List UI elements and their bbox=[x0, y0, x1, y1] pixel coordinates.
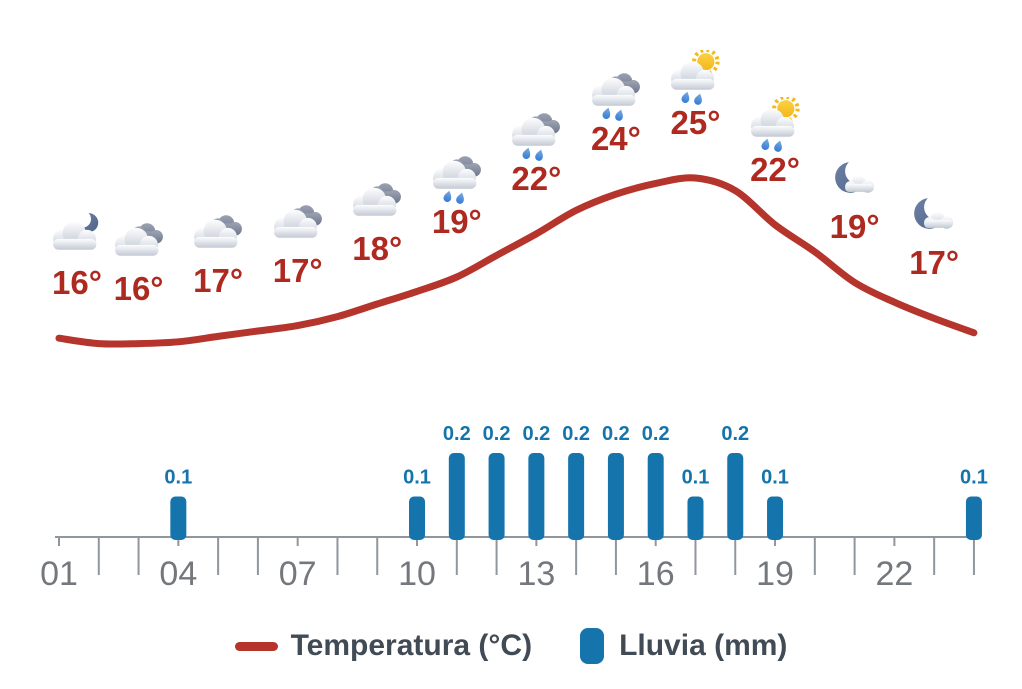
forecast-point-hour-23: 17° bbox=[889, 190, 979, 280]
forecast-point-hour-19: 22° bbox=[730, 97, 820, 187]
rain-value-label: 0.2 bbox=[642, 423, 670, 445]
axis-label-07: 07 bbox=[279, 555, 317, 593]
temperature-label: 17° bbox=[193, 262, 244, 300]
forecast-point-hour-21: 19° bbox=[810, 154, 900, 244]
axis-label-22: 22 bbox=[875, 555, 913, 593]
temperature-label: 16° bbox=[52, 264, 102, 302]
forecast-point-hour-17: 25° bbox=[650, 50, 740, 140]
rain-value-label: 0.1 bbox=[761, 467, 789, 489]
rain-value-label: 0.2 bbox=[602, 423, 630, 445]
rain-bar-hour-19 bbox=[767, 496, 784, 540]
rain-bar-hour-13 bbox=[528, 453, 545, 540]
rain-value-label: 0.1 bbox=[682, 467, 710, 489]
clouds-icon bbox=[348, 176, 406, 232]
forecast-point-hour-3: 16° bbox=[94, 216, 184, 306]
rain-value-label: 0.2 bbox=[522, 423, 550, 445]
temperature-label: 25° bbox=[670, 104, 721, 141]
rain-legend-label: Lluvia (mm) bbox=[619, 629, 788, 662]
forecast-point-hour-9: 18° bbox=[332, 176, 422, 266]
temperature-label: 18° bbox=[352, 230, 403, 267]
rain-value-label: 0.2 bbox=[443, 423, 471, 445]
cloud-rain-icon bbox=[507, 106, 565, 162]
rain-value-label: 0.1 bbox=[960, 467, 988, 489]
moon-cloud-icon bbox=[905, 190, 963, 246]
rain-bar-hour-10 bbox=[409, 496, 426, 540]
clouds-icon bbox=[110, 216, 168, 272]
axis-label-10: 10 bbox=[398, 555, 436, 593]
forecast-point-hour-5: 17° bbox=[173, 208, 263, 298]
temperature-label: 16° bbox=[113, 269, 164, 307]
rain-bar-hour-18 bbox=[727, 453, 744, 540]
forecast-point-hour-11: 19° bbox=[412, 149, 502, 239]
temperature-label: 19° bbox=[829, 208, 880, 246]
rain-bar-hour-17 bbox=[687, 496, 704, 540]
temperature-label: 22° bbox=[511, 159, 562, 197]
temperature-label: 17° bbox=[272, 251, 323, 289]
temperature-label: 19° bbox=[431, 203, 482, 240]
rain-bar-swatch-icon bbox=[580, 628, 605, 664]
forecast-point-hour-1: 16° bbox=[32, 210, 122, 300]
rain-bar-hour-12 bbox=[488, 453, 505, 540]
clouds-icon bbox=[269, 198, 327, 254]
rain-value-label: 0.2 bbox=[721, 423, 749, 445]
temperature-label: 17° bbox=[909, 244, 960, 282]
axis-label-13: 13 bbox=[517, 555, 555, 593]
moon-cloud-icon bbox=[826, 154, 884, 210]
forecast-point-hour-15: 24° bbox=[571, 66, 661, 156]
rain-value-label: 0.1 bbox=[403, 467, 431, 489]
forecast-point-hour-13: 22° bbox=[491, 106, 581, 196]
temperature-curve bbox=[55, 174, 978, 348]
axis-label-19: 19 bbox=[756, 555, 794, 593]
rain-value-label: 0.2 bbox=[562, 423, 590, 445]
sun-cloud-rain-icon bbox=[666, 50, 724, 106]
clouds-icon bbox=[189, 208, 247, 264]
rain-bar-hour-16 bbox=[647, 453, 664, 540]
temperature-label: 24° bbox=[590, 120, 641, 158]
rain-bar-hour-14 bbox=[568, 453, 585, 540]
legend: Temperatura (°C) Lluvia (mm) bbox=[0, 621, 1022, 671]
forecast-point-hour-7: 17° bbox=[253, 198, 343, 288]
sun-cloud-rain-icon bbox=[746, 97, 804, 153]
rain-value-label: 0.2 bbox=[483, 423, 511, 445]
rain-bar-hour-4 bbox=[170, 496, 187, 540]
rain-bar-hour-24 bbox=[965, 496, 982, 540]
temperature-label: 22° bbox=[750, 150, 800, 188]
axis-label-16: 16 bbox=[637, 555, 675, 593]
cloud-rain-icon bbox=[428, 149, 486, 205]
rain-bar-hour-11 bbox=[448, 453, 465, 540]
temperature-line-swatch-icon bbox=[234, 641, 278, 651]
axis-label-01: 01 bbox=[40, 555, 78, 593]
cloud-rain-icon bbox=[587, 66, 645, 122]
temperature-legend-label: Temperatura (°C) bbox=[290, 629, 533, 662]
rain-value-label: 0.1 bbox=[164, 467, 192, 489]
axis-label-04: 04 bbox=[159, 555, 197, 593]
rain-bar-hour-15 bbox=[607, 453, 624, 540]
